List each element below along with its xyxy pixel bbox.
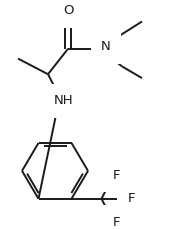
Text: F: F: [128, 192, 135, 205]
Text: O: O: [63, 4, 73, 17]
Text: NH: NH: [54, 94, 74, 107]
Text: F: F: [113, 216, 120, 229]
Text: F: F: [113, 169, 120, 182]
Text: N: N: [101, 40, 111, 53]
